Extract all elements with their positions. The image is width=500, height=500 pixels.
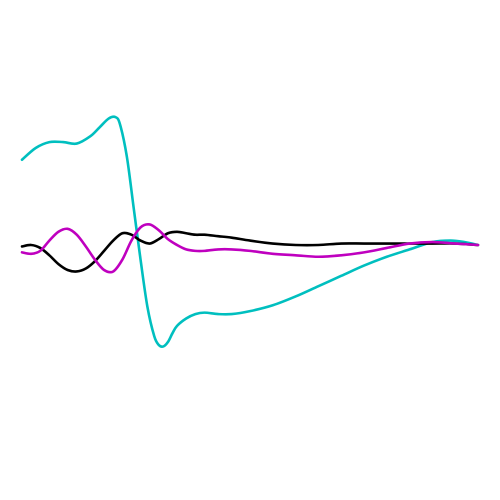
series-line-1 [20, 115, 480, 348]
series-line-3 [20, 222, 480, 274]
series-line-2 [20, 230, 480, 273]
series-layer [20, 115, 480, 348]
